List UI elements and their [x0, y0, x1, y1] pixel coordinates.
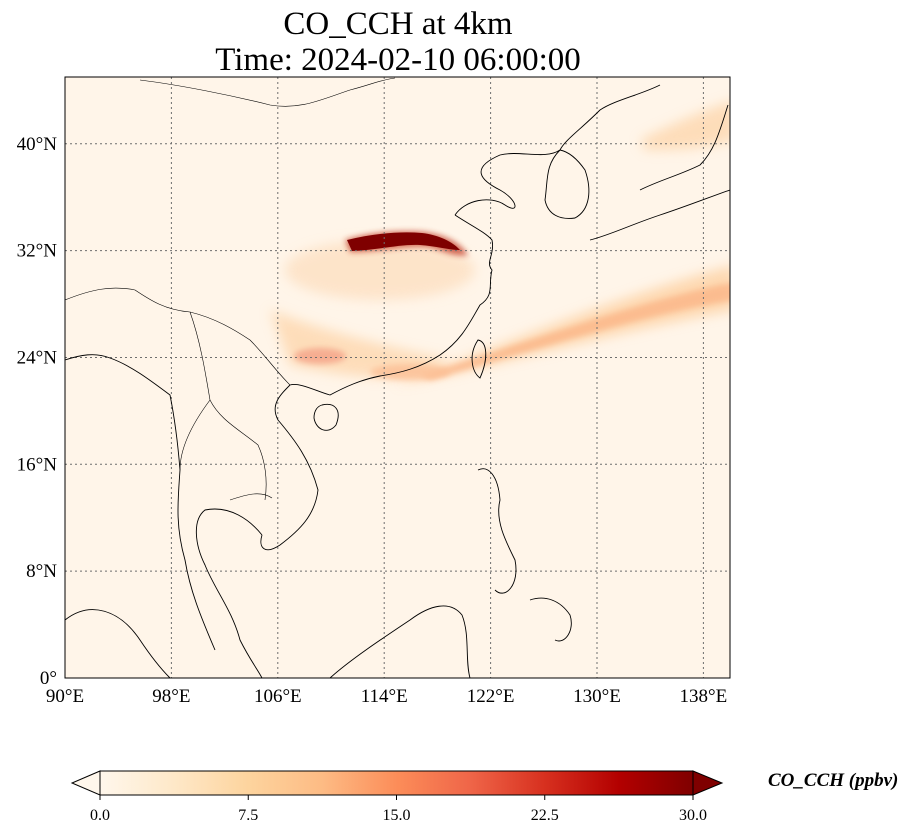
- lat-tick-label: 8°N: [26, 561, 57, 582]
- lon-tick-label: 114°E: [361, 686, 408, 707]
- colorbar-label: CO_CCH (ppbv): [768, 770, 899, 791]
- lon-tick-label: 98°E: [152, 686, 190, 707]
- japan-coast-north: [639, 104, 729, 191]
- lon-tick-label: 122°E: [467, 686, 515, 707]
- lat-tick-label: 40°N: [17, 134, 58, 155]
- lon-tick-labels: 90°E 98°E 106°E 114°E 122°E 130°E 138°E: [46, 686, 727, 707]
- colorbar-tick-label: 22.5: [531, 807, 559, 824]
- central-plume-core: [347, 232, 460, 251]
- colorbar-tick-label: 30.0: [679, 807, 707, 824]
- lon-tick-label: 90°E: [46, 686, 84, 707]
- korea-coast: [544, 149, 590, 219]
- map-frame: [64, 76, 731, 679]
- taiwan-coast: [471, 339, 487, 379]
- borneo-coast: [329, 605, 471, 678]
- lon-tick-label: 130°E: [573, 686, 621, 707]
- cambodia-border: [229, 493, 273, 501]
- gridlines: [65, 77, 730, 678]
- lat-tick-label: 0°: [40, 668, 57, 689]
- japan-coast-south: [589, 189, 730, 241]
- mongolia-border: [139, 77, 396, 107]
- lon-tick-label: 106°E: [254, 686, 302, 707]
- laos-border: [189, 311, 267, 501]
- burma-coast: [65, 354, 216, 651]
- malay-coast: [195, 508, 263, 678]
- south-china-plume: [294, 348, 346, 364]
- lat-tick-label: 24°N: [17, 347, 58, 368]
- lat-tick-label: 16°N: [17, 454, 58, 475]
- china-coastline: [289, 214, 494, 396]
- hainan-coast: [313, 403, 339, 431]
- colorbar-tick-label: 7.5: [238, 807, 258, 824]
- colorbar-tick-label: 15.0: [383, 807, 411, 824]
- colorbar-extend-high: [692, 770, 724, 796]
- colorbar: 0.0 7.5 15.0 22.5 30.0: [70, 770, 724, 824]
- central-haze: [285, 240, 475, 300]
- taiwan-strait-plume: [370, 364, 450, 380]
- north-china-coast: [454, 84, 661, 216]
- colorbar-tick-label: 0.0: [90, 807, 110, 824]
- sumatra-coast: [65, 609, 171, 678]
- mindanao-coast: [529, 597, 572, 642]
- thai-border: [179, 399, 211, 471]
- lat-tick-labels: 0° 8°N 16°N 24°N 32°N 40°N: [17, 134, 58, 689]
- philippines-coast: [477, 468, 517, 594]
- lon-tick-label: 138°E: [680, 686, 728, 707]
- map-title: CO_CCH at 4km: [283, 6, 513, 42]
- pacific-band-plume: [380, 266, 730, 390]
- concentration-field: [270, 101, 730, 390]
- colorbar-ticks: 0.0 7.5 15.0 22.5 30.0: [90, 795, 707, 824]
- colorbar-extend-low: [70, 770, 101, 796]
- country-borders: [65, 77, 396, 501]
- pacific-band-core: [420, 283, 730, 380]
- map-subtitle: Time: 2024-02-10 06:00:00: [215, 42, 581, 78]
- lat-tick-label: 32°N: [17, 241, 58, 262]
- japan-plume: [640, 101, 730, 150]
- vietnam-coast: [260, 384, 319, 551]
- colorbar-gradient: [100, 771, 693, 795]
- coastlines: [65, 84, 730, 678]
